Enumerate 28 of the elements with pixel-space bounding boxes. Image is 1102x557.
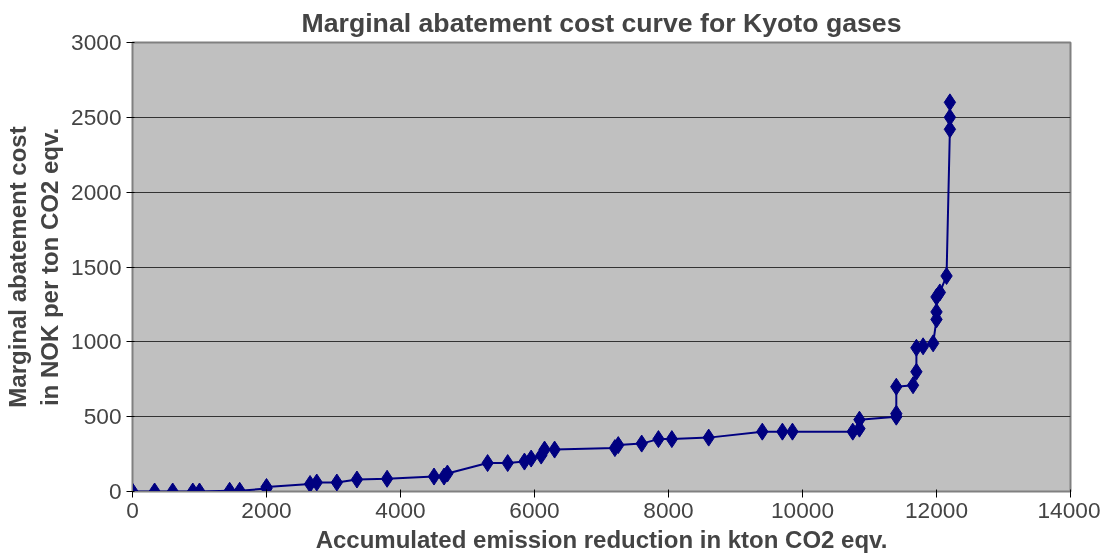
- x-tick-label: 10000: [771, 496, 835, 523]
- point: [926, 334, 940, 353]
- y-tick-label: 500: [83, 403, 122, 430]
- point: [350, 470, 364, 489]
- point: [330, 473, 344, 492]
- x-tick-label: 8000: [643, 496, 694, 523]
- point: [906, 376, 920, 395]
- point: [524, 449, 538, 468]
- point: [933, 283, 947, 302]
- x-tick-label: 12000: [905, 496, 969, 523]
- y-tick-label: 1000: [71, 328, 122, 355]
- y-tick-label: 2000: [71, 178, 122, 205]
- x-tick-label: 14000: [1037, 496, 1101, 523]
- x-axis-title: Accumulated emission reduction in kton CO2 eqv.: [315, 525, 888, 553]
- y-tick-label: 1500: [71, 253, 122, 280]
- point: [943, 93, 957, 112]
- x-tick-label: 6000: [509, 496, 560, 523]
- y-tick-label: 3000: [71, 29, 122, 55]
- y-tick-label: 2500: [71, 103, 122, 130]
- point: [380, 469, 394, 488]
- y-axis-title: Marginal abatement cost in NOK per ton CO2 eqv.: [3, 126, 64, 408]
- x-tick-label: 4000: [375, 496, 426, 523]
- x-tick-label: 2000: [241, 496, 292, 523]
- point: [427, 467, 441, 486]
- point: [665, 430, 679, 449]
- x-tick-label: 0: [126, 496, 139, 523]
- chart-title: Marginal abatement cost curve for Kyoto gases: [301, 7, 902, 38]
- y-tick-label: 0: [108, 478, 122, 504]
